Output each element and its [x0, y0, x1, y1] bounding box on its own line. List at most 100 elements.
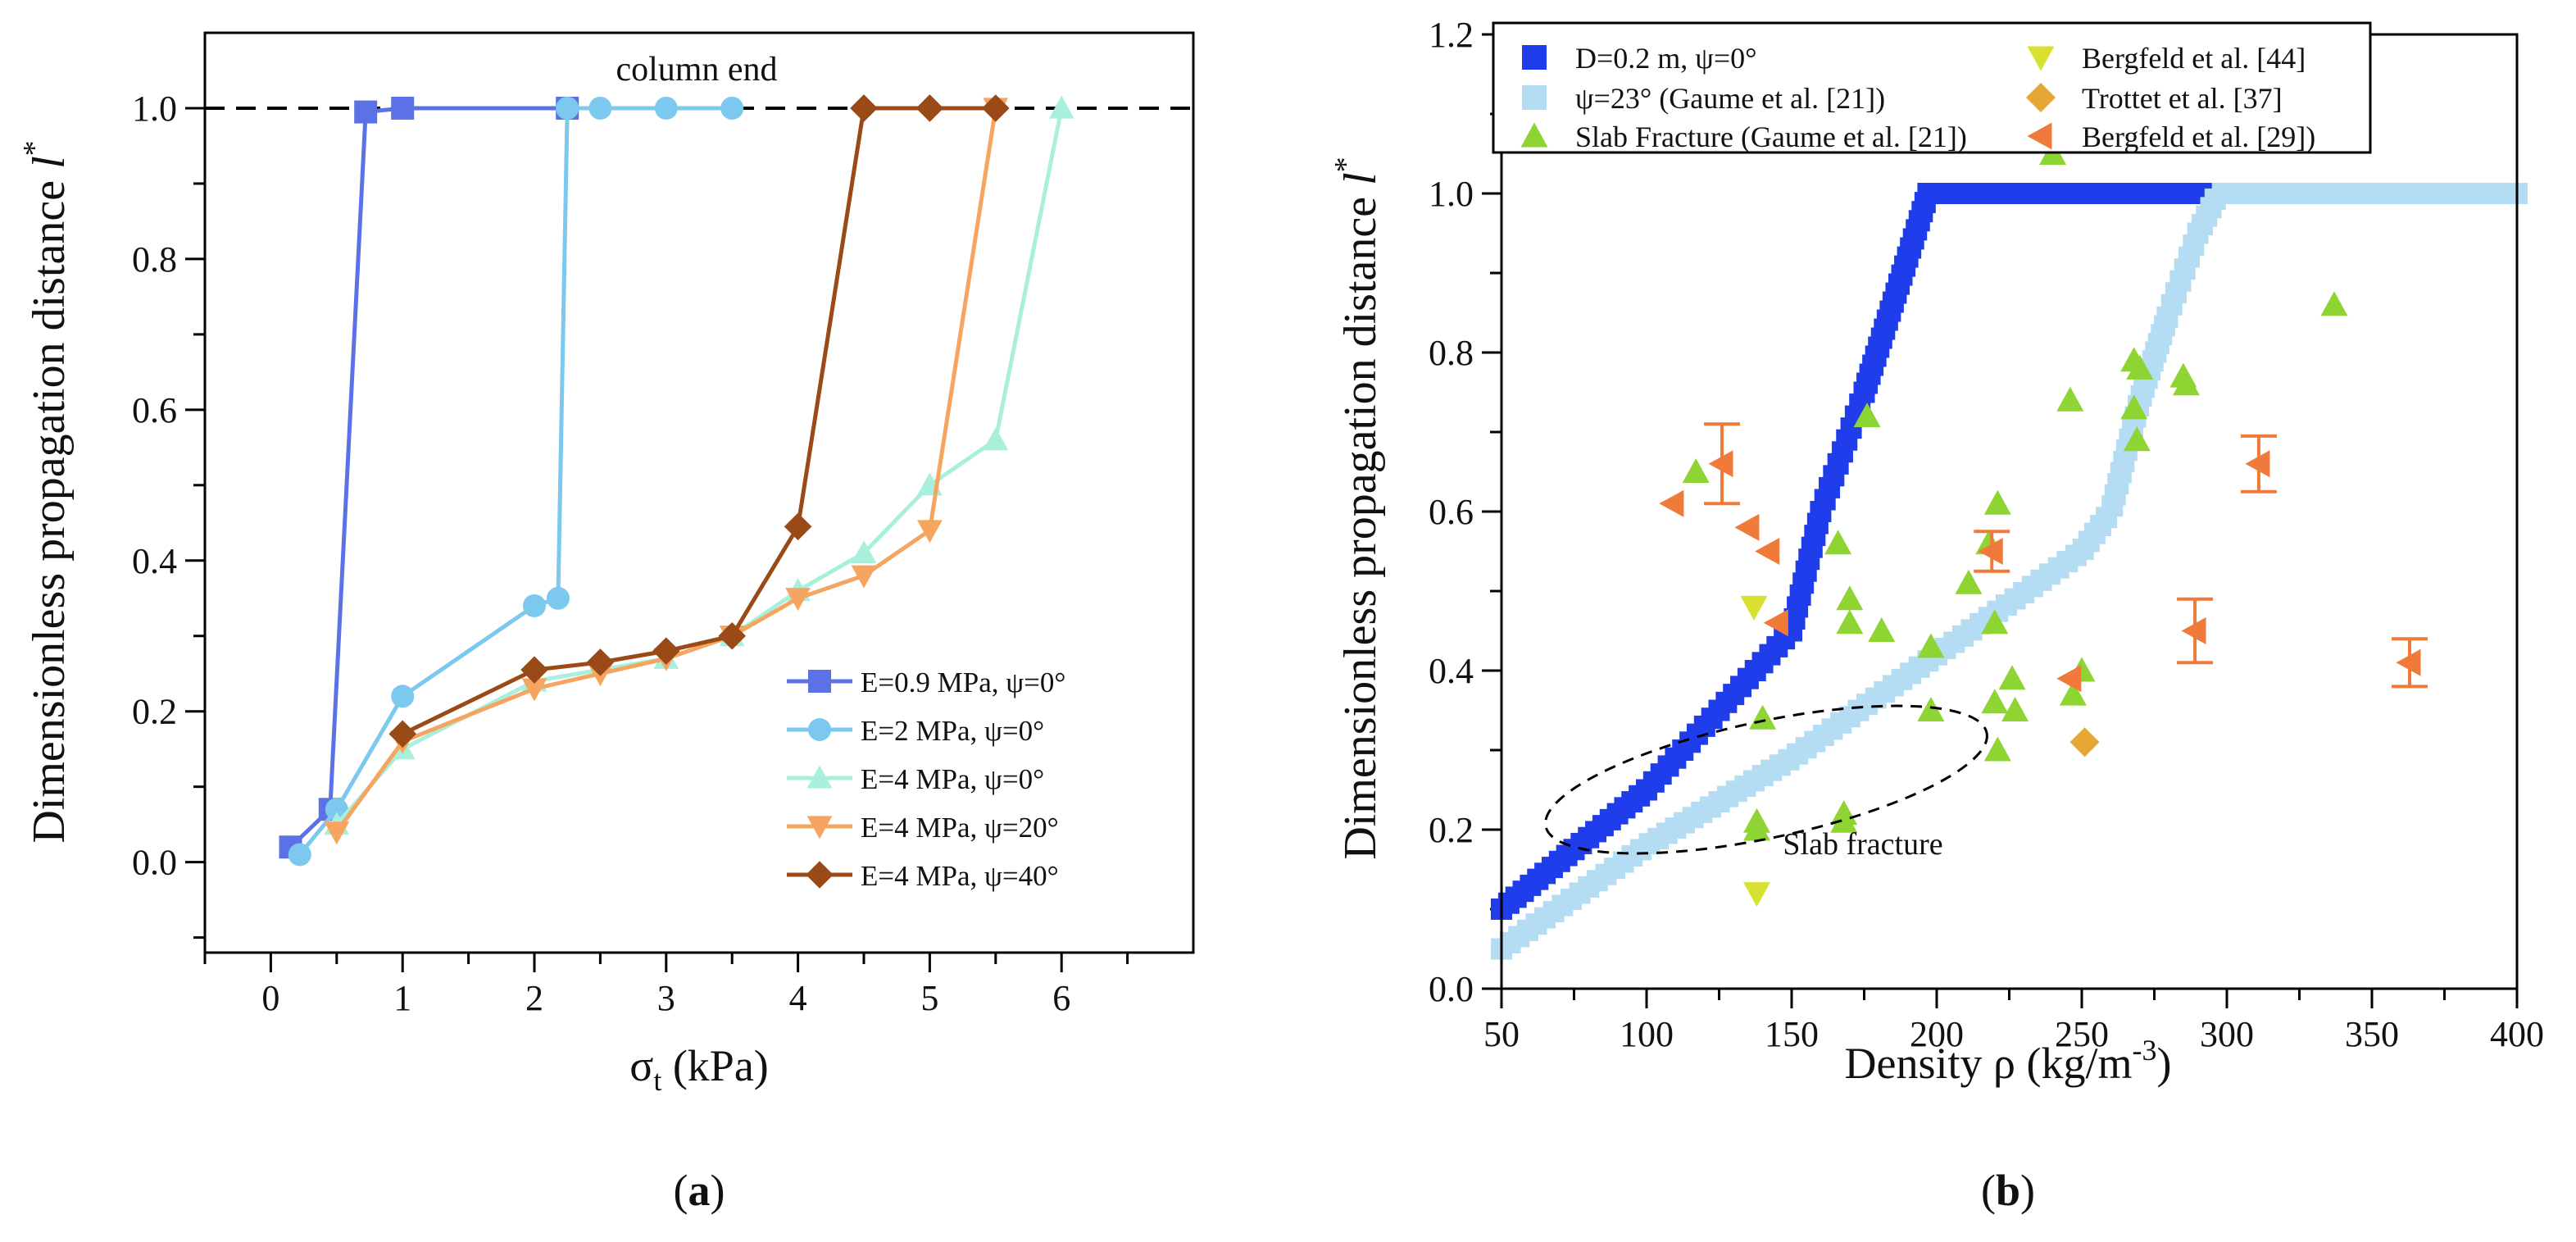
x-axis-label-a: σt (kPa) — [629, 1041, 769, 1097]
legend-marker-trottet — [2026, 83, 2056, 112]
plot-area-a — [203, 31, 1195, 954]
legend-label-d02: D=0.2 m, ψ=0° — [1575, 42, 1757, 75]
data-point-slab — [1983, 736, 2011, 762]
data-point-e4p20 — [521, 678, 547, 702]
data-point-slab — [1836, 609, 1864, 635]
legend-marker-e4 — [806, 765, 833, 789]
data-point-bergfeld44 — [1740, 595, 1768, 621]
y-tick-label-a: 0.0 — [132, 843, 177, 883]
data-point-slab — [1955, 569, 1983, 594]
x-tick-label-a: 2 — [525, 978, 543, 1018]
y-tick-label-b: 0.0 — [1429, 969, 1474, 1009]
data-point-e4p20 — [851, 565, 877, 589]
panel-a: 0 1 2 3 4 5 6 0.0 0.2 0.4 0.6 0.8 1.0 column end E=0… — [17, 31, 1195, 1215]
y-axis-label-a: Dimensionless propagation distance l* — [17, 140, 75, 843]
data-point-slab — [1983, 489, 2011, 515]
y-tick-label-b: 1.0 — [1429, 174, 1474, 214]
data-point-slab — [1743, 816, 1771, 841]
panel-b: 50 100 150 200 250 300 350 400 0.0 0.2 0.4 0.6 0.8 1.… — [1329, 15, 2544, 1215]
y-tick-label-b: 1.2 — [1429, 15, 1474, 55]
data-point-slab — [1682, 458, 1710, 483]
legend-marker-e09 — [808, 670, 831, 693]
series-line-e2 — [298, 106, 733, 857]
data-point-bergfeld29 — [1978, 538, 2003, 565]
data-point-slab — [1836, 585, 1864, 611]
data-point-e4p40 — [915, 94, 944, 122]
x-tick-label-a: 3 — [657, 978, 675, 1018]
legend-item-d02 — [1522, 45, 1547, 70]
legend-marker-bergfeld29 — [2027, 122, 2052, 150]
data-point-slab — [1998, 665, 2026, 690]
y-axis-label-b: Dimensionless propagation distance l* — [1329, 157, 1386, 859]
legend-b: D=0.2 m, ψ=0° ψ=23° (Gaume et al. [21]) … — [1492, 21, 2372, 154]
legend-item-e4 — [787, 765, 852, 789]
data-point-trottet — [2069, 727, 2100, 757]
y-tick-label-b: 0.6 — [1429, 492, 1474, 532]
legend-item-e09 — [787, 670, 852, 693]
data-point-e4 — [851, 540, 877, 564]
data-point-bergfeld29 — [1659, 489, 1684, 517]
data-point-e2 — [588, 96, 612, 120]
data-point-bergfeld29 — [2245, 450, 2270, 478]
data-point-slab — [2056, 386, 2084, 412]
data-point-slab — [2320, 291, 2348, 316]
data-point-e4 — [983, 427, 1009, 451]
data-point-bergfeld44 — [1743, 882, 1771, 908]
data-point-slab — [1917, 697, 1945, 721]
data-point-e4p20 — [785, 588, 811, 612]
y-tick-label-a: 0.4 — [132, 541, 177, 581]
legend-item-trottet — [2026, 83, 2056, 112]
legend-marker-d02 — [1522, 45, 1547, 70]
legend-label-e4-psi20: E=4 MPa, ψ=20° — [861, 812, 1059, 844]
data-point-e4p40 — [388, 720, 416, 748]
data-point-bergfeld29 — [2056, 665, 2082, 693]
data-point-e4p40 — [652, 637, 680, 665]
data-point-slab — [1749, 704, 1777, 730]
panel-label-b: (b) — [1981, 1166, 2035, 1215]
x-tick-label-a: 1 — [393, 978, 411, 1018]
data-point-slab — [2001, 697, 2029, 721]
y-tick-label-a: 0.6 — [132, 390, 177, 430]
legend-label-e4-psi40: E=4 MPa, ψ=40° — [861, 860, 1059, 892]
data-point-bergfeld29 — [2181, 617, 2206, 644]
x-tick-label-b: 200 — [1910, 1014, 1964, 1054]
data-point-slab — [1981, 609, 2009, 635]
legend-marker-slab — [1520, 122, 1548, 148]
y-tick-label-a: 0.2 — [132, 692, 177, 732]
legend-item-e2 — [787, 718, 852, 741]
legend-label-slab-fracture: Slab Fracture (Gaume et al. [21]) — [1575, 121, 1967, 153]
x-tick-label-b: 350 — [2345, 1014, 2399, 1054]
legend-label-bergfeld29: Bergfeld et al. [29]) — [2082, 121, 2315, 153]
legend-item-bergfeld29 — [2027, 122, 2052, 150]
legend-a: E=0.9 MPa, ψ=0° E=2 MPa, ψ=0° E=4 MPa, ψ… — [787, 666, 1065, 892]
data-point-slab — [2172, 371, 2200, 396]
data-point-e2 — [654, 96, 678, 120]
legend-marker-e4p40 — [806, 861, 834, 889]
x-tick-label-a: 5 — [920, 978, 938, 1018]
legend-marker-e4p20 — [806, 816, 833, 839]
series-line-e4p20 — [334, 107, 998, 834]
data-point-e2 — [556, 96, 579, 120]
slab-fracture-label: Slab fracture — [1783, 827, 1942, 862]
y-tick-label-b: 0.2 — [1429, 810, 1474, 850]
data-point-slab — [1917, 633, 1945, 658]
data-point-e4p40 — [718, 621, 746, 650]
x-tick-label-a: 6 — [1052, 978, 1070, 1018]
data-point-e4p40 — [784, 512, 812, 541]
data-point-e09 — [391, 96, 415, 120]
data-point-e4 — [1048, 95, 1074, 119]
legend-item-psi23 — [1522, 85, 1547, 110]
series-a — [279, 94, 1074, 867]
x-tick-label-b: 150 — [1765, 1014, 1819, 1054]
data-point-e4p40 — [520, 656, 548, 684]
data-point-bergfeld29 — [2396, 648, 2421, 676]
x-tick-label-b: 300 — [2200, 1014, 2254, 1054]
x-tick-label-b: 250 — [2055, 1014, 2109, 1054]
ticks-b: 50 100 150 200 250 300 350 400 0.0 0.2 0.4 0.6 0.8 1.… — [1429, 15, 2544, 1054]
data-point-e09 — [354, 100, 378, 124]
x-tick-label-a: 0 — [261, 978, 279, 1018]
legend-box-b — [1492, 21, 2372, 154]
data-point-e4p20 — [917, 520, 943, 544]
data-point-e2 — [288, 843, 311, 867]
